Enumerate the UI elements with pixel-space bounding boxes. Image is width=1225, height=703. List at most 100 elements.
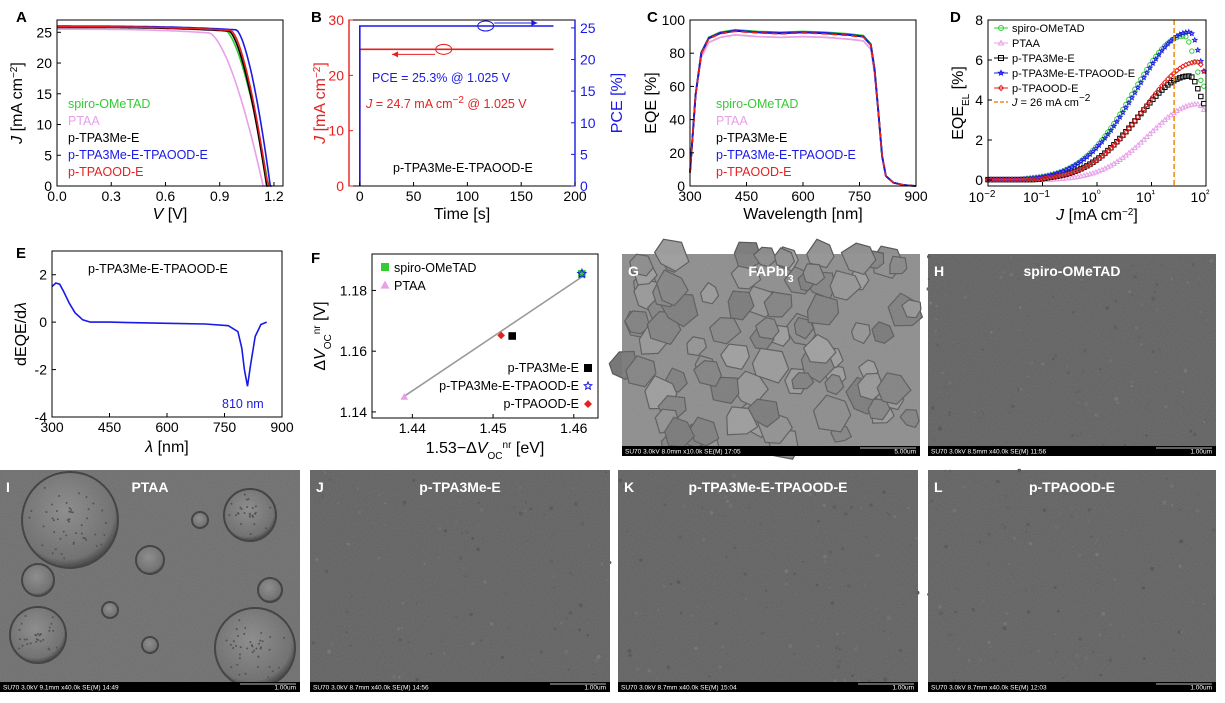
x-tick-label: 600 [155, 419, 179, 435]
x-tick-label: 10−1 [1023, 189, 1050, 206]
sem-footer-text: SU70 3.0kV 8.7mm x40.0k SE(M) 14:56 [313, 685, 429, 692]
sem-footer-bar [310, 682, 610, 692]
sem-scale-text: 1.00um [1190, 685, 1212, 692]
eqe-el-point [1147, 100, 1153, 106]
label-part: ] [1133, 207, 1137, 224]
eqe-el-point [1186, 73, 1192, 79]
x-axis-label: Time [s] [434, 206, 490, 223]
label-part: V [477, 440, 489, 457]
eqe-el-point [1128, 121, 1135, 128]
x-tick-label: 200 [563, 188, 587, 204]
label-part: FAPbI [748, 263, 788, 279]
panel-label: J [316, 479, 324, 495]
x-tick-label: 600 [791, 188, 815, 204]
x-axis-label: 1.53−ΔVOCnr [eV] [426, 440, 545, 462]
y-tick-label: 2 [39, 267, 47, 283]
legend-marker [997, 39, 1005, 46]
x-tick-label: 300 [40, 419, 64, 435]
label-part: −1 [1039, 189, 1051, 200]
legend-marker [380, 280, 390, 289]
eqe-el-point [1161, 43, 1169, 50]
legend-entry: p-TPA3Me-E-TPAOOD-E [68, 148, 208, 162]
label-part: V [312, 348, 329, 360]
y-axis-label: J [mA cm−2] [312, 62, 330, 145]
eqe-el-point [1128, 147, 1135, 153]
sem-images-layer: SU70 3.0kV 8.0mm x10.0k SE(M) 17:05 5.00u… [0, 238, 1216, 692]
eqe-el-point [1141, 107, 1147, 113]
x-tick-label: 10² [1191, 189, 1211, 206]
label-part: 10 [1136, 189, 1152, 205]
eqe-el-point [1128, 94, 1136, 101]
x-tick-label: 750 [213, 419, 237, 435]
eqe-el-point [1189, 74, 1195, 80]
legend-marker [997, 69, 1005, 77]
sem-caption: PTAA [131, 479, 168, 495]
eqe-el-point [1114, 138, 1120, 145]
label-part: λ [144, 439, 153, 456]
y-tick-label: 2 [975, 132, 983, 148]
panel-c: 300 450 600 750 900 0 20 40 60 80 100 Wavelength [n… [643, 9, 928, 223]
data-point [497, 331, 505, 340]
x-tick-label: 0.3 [102, 188, 122, 204]
legend-entry: PTAA [716, 114, 748, 128]
sem-caption: FAPbI3 [748, 263, 794, 285]
eqe-el-point [1098, 138, 1106, 145]
panel-label: G [628, 263, 639, 279]
x-axis-label: J [mA cm−2] [1055, 207, 1138, 225]
label-part: p-TPAOOD-E [1029, 479, 1115, 495]
sem-image-l: SU70 3.0kV 8.7mm x40.0k SE(M) 12:03 1.00u… [927, 468, 1216, 692]
eqe-el-point [1146, 130, 1153, 137]
eqe-el-point [1104, 148, 1111, 155]
y-tick-label: 20 [328, 67, 344, 83]
eqe-el-point [1113, 139, 1120, 146]
eqe-el-point [1191, 36, 1199, 43]
eqe-el-point [1122, 129, 1129, 136]
x-tick-label: 150 [510, 188, 534, 204]
eqe-el-point [1140, 74, 1148, 81]
eqe-curve [689, 30, 917, 187]
legend-entry: spiro-OMeTAD [394, 261, 476, 275]
y-axis-label-part: EQE [950, 106, 967, 140]
panel-label: F [311, 250, 320, 267]
eqe-el-point [1131, 144, 1138, 151]
eqe-el-point [1195, 69, 1201, 75]
sem-footer-bar [0, 682, 300, 692]
x-tick-label: 300 [678, 188, 702, 204]
y-axis-label-part: EL [961, 93, 972, 106]
eqe-el-point [1108, 145, 1114, 151]
eqe-el-point [1167, 73, 1174, 79]
eqe-el-point [1152, 55, 1160, 62]
x-axis-label: Wavelength [nm] [743, 206, 862, 223]
y-axis-label-part: −2 [9, 66, 20, 78]
eqe-el-point [1092, 145, 1100, 152]
sem-footer-bar [928, 446, 1216, 456]
label-part: = 26 mA cm [1018, 97, 1079, 109]
eqe-el-point [1156, 90, 1162, 96]
x-tick-label: 1.44 [399, 420, 426, 436]
label-part: V [153, 206, 165, 223]
y-axis-label-part: ] [9, 62, 26, 66]
x-tick-label: 10¹ [1136, 189, 1156, 206]
sem-caption: spiro-OMeTAD [1024, 263, 1121, 279]
sem-footer-bar [622, 446, 920, 456]
label-part: [eV] [511, 440, 544, 457]
eqe-el-point [1161, 79, 1168, 86]
sem-caption: p-TPAOOD-E [1029, 479, 1115, 495]
eqe-el-point [1098, 153, 1105, 160]
y-axis-label-part: EQE [%] [643, 72, 660, 133]
y-axis-label: PCE [%] [609, 73, 626, 133]
label-part: −2 [984, 189, 996, 200]
sem-noise [928, 470, 1216, 682]
label-part: −2 [1079, 93, 1091, 104]
legend-entry: p-TPA3Me-E-TPAOOD-E [716, 148, 856, 162]
eqe-el-point [1140, 106, 1147, 112]
eqe-el-point [1198, 93, 1204, 100]
sem-image-j: SU70 3.0kV 8.7mm x40.0k SE(M) 14:56 1.00u… [310, 470, 612, 692]
label-part: dEQE/d [13, 310, 30, 366]
eqe-el-point [1146, 98, 1153, 104]
eqe-el-point [1195, 86, 1201, 92]
eqe-el-point [1101, 151, 1108, 157]
label-part: −2 [453, 95, 465, 106]
y-tick-label: 0 [336, 178, 344, 194]
eqe-el-point [1143, 102, 1150, 108]
